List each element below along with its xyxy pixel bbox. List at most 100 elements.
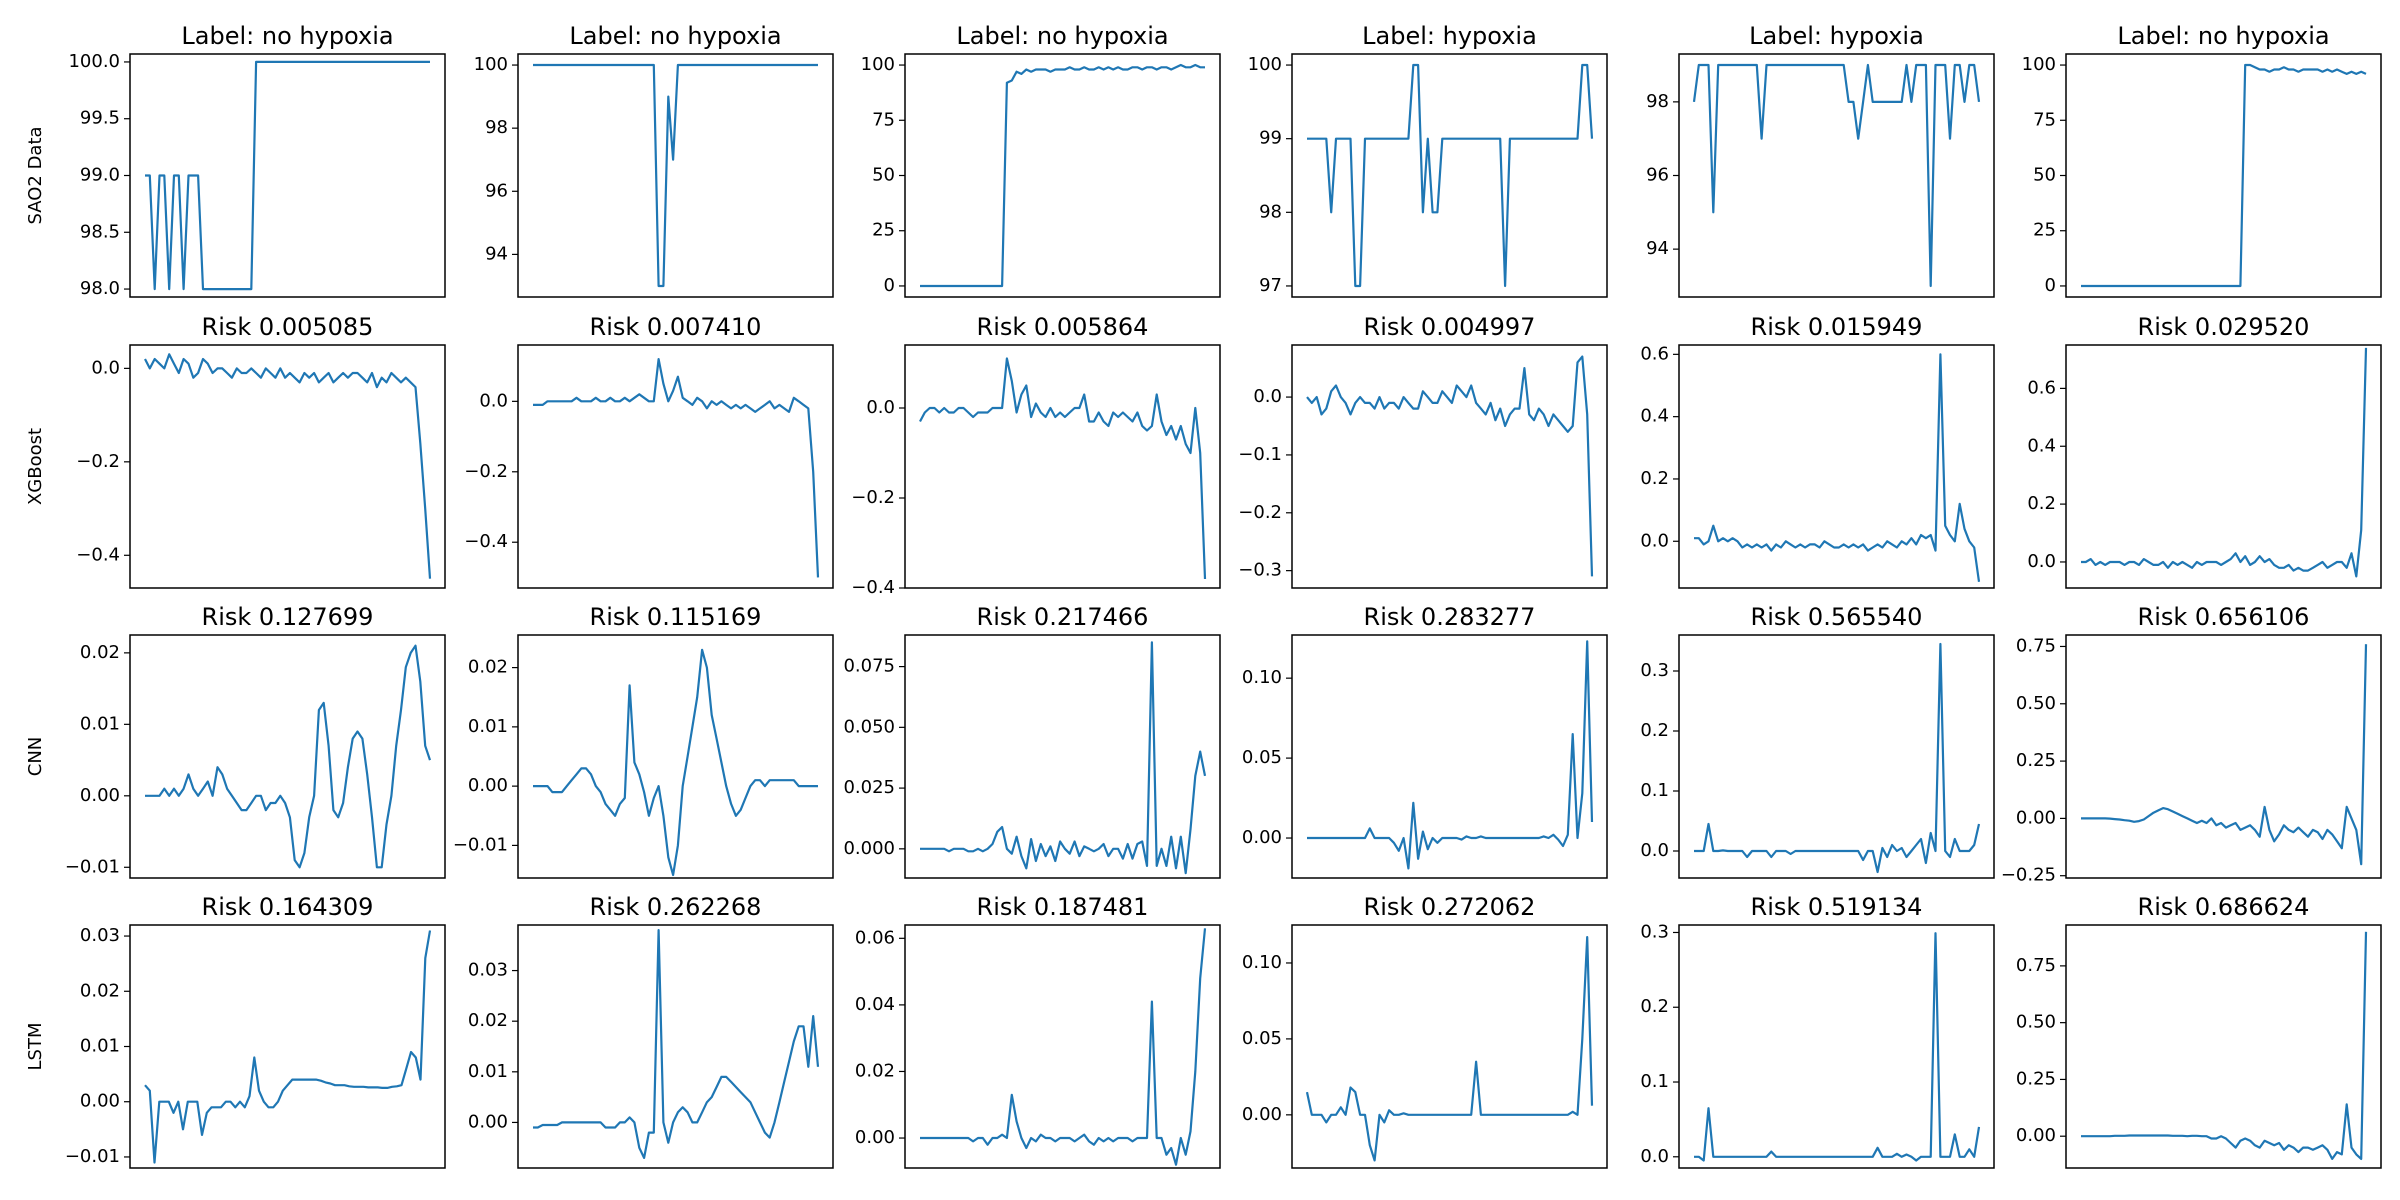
subplot-title: Risk 0.565540 (1751, 603, 1923, 631)
y-tick-label: 0.03 (468, 960, 508, 981)
subplot: Risk 0.029520 0.0 0.2 0.4 0.6 (2027, 313, 2382, 589)
subplot: Risk 0.686624 0.00 0.25 0.50 0.75 (2016, 893, 2382, 1169)
y-tick-label: 96 (485, 180, 508, 201)
series-line (533, 929, 820, 1159)
subplot-title: Risk 0.283277 (1364, 603, 1536, 631)
plot-frame (129, 344, 446, 589)
series-line (144, 353, 432, 579)
y-tick-label: 0.02 (468, 657, 508, 678)
y-tick-label: 0.03 (80, 925, 120, 946)
y-tick-label: 94 (1646, 238, 1669, 259)
y-tick-label: 0.00 (855, 1127, 895, 1148)
subplot: Label: no hypoxia 94 96 98 100 (474, 22, 834, 298)
series-line (920, 641, 1207, 875)
y-tick-label: 0.6 (1640, 343, 1669, 364)
y-tick-label: 0.00 (80, 1091, 120, 1112)
y-tick-label: 96 (1646, 165, 1669, 186)
plot-frame (1678, 344, 1995, 589)
y-tick-label: 98 (1646, 91, 1669, 112)
y-tick-label: 75 (872, 109, 895, 130)
y-tick-label: 0.075 (843, 656, 895, 677)
y-tick-label: 0.0 (91, 357, 120, 378)
y-tick-label: 100 (861, 54, 895, 75)
series-line (145, 60, 430, 291)
subplot-title: Risk 0.005085 (202, 313, 374, 341)
y-tick-label: 0.000 (843, 838, 895, 859)
series-line (533, 358, 820, 578)
subplot-title: Risk 0.004997 (1364, 313, 1536, 341)
plot-frame (129, 634, 446, 879)
subplot: Risk 0.283277 0.00 0.05 0.10 (1242, 603, 1608, 879)
plot-frame (517, 53, 834, 298)
y-tick-label: 99.5 (80, 108, 120, 129)
y-tick-label: 0.3 (1640, 921, 1669, 942)
y-tick-label: 0.04 (855, 994, 895, 1015)
subplot-title: Label: no hypoxia (181, 22, 393, 50)
y-tick-label: 0.1 (1640, 1071, 1669, 1092)
subplot: Risk 0.272062 0.00 0.05 0.10 (1242, 893, 1608, 1169)
y-tick-label: 0.05 (1242, 747, 1282, 768)
series-line (2081, 63, 2367, 288)
y-tick-label: 0.00 (80, 785, 120, 806)
subplot: Risk 0.015949 0.0 0.2 0.4 0.6 (1640, 313, 1995, 589)
y-tick-label: 0.050 (843, 716, 895, 737)
y-tick-label: 50 (872, 165, 895, 186)
y-tick-label: 0.02 (468, 1010, 508, 1031)
y-tick-label: 0.01 (468, 1061, 508, 1082)
y-tick-label: 25 (2033, 220, 2056, 241)
plot-frame (2065, 344, 2382, 589)
y-tick-label: 25 (872, 220, 895, 241)
y-tick-label: 0.02 (855, 1060, 895, 1081)
subplot: Label: hypoxia 97 98 99 100 (1248, 22, 1608, 298)
subplot: Risk 0.187481 0.00 0.02 0.04 0.06 (855, 893, 1221, 1169)
subplot: Risk 0.004997 −0.3 −0.2 −0.1 0.0 (1238, 313, 1608, 589)
series-line (145, 644, 432, 869)
y-tick-label: 100 (474, 54, 508, 75)
y-tick-label: −0.4 (464, 531, 508, 552)
subplot-title: Risk 0.272062 (1364, 893, 1536, 921)
y-tick-label: −0.01 (453, 834, 508, 855)
series-line (1692, 63, 1981, 288)
y-tick-label: 0.25 (2016, 750, 2056, 771)
y-tick-label: −0.3 (1238, 560, 1282, 581)
series-line (920, 63, 1205, 288)
series-line (919, 357, 1207, 580)
subplot-title: Risk 0.007410 (590, 313, 762, 341)
y-tick-label: 0.2 (2027, 493, 2056, 514)
plot-frame (904, 344, 1221, 589)
series-line (1694, 932, 1981, 1162)
subplot: Label: no hypoxia 98.0 98.5 99.0 99.5 100.0 (68, 22, 446, 299)
y-tick-label: 0 (884, 275, 895, 296)
subplot-title: Risk 0.127699 (202, 603, 374, 631)
y-tick-label: 0.3 (1640, 660, 1669, 681)
subplot-title: Risk 0.005864 (977, 313, 1149, 341)
plot-frame (1291, 344, 1608, 589)
y-tick-label: 0.25 (2016, 1068, 2056, 1089)
series-line (1307, 640, 1594, 870)
subplot: Label: hypoxia 94 96 98 (1646, 22, 1995, 298)
y-tick-label: −0.2 (464, 461, 508, 482)
y-tick-label: 0.02 (80, 642, 120, 663)
y-tick-label: 0.50 (2016, 1012, 2056, 1033)
y-tick-label: 0.06 (855, 927, 895, 948)
y-tick-label: 94 (485, 243, 508, 264)
y-tick-label: −0.2 (76, 451, 120, 472)
subplot: Risk 0.565540 0.0 0.1 0.2 0.3 (1640, 603, 1995, 879)
y-tick-label: 0.2 (1640, 996, 1669, 1017)
y-tick-label: 0.50 (2016, 693, 2056, 714)
row-label: XGBoost (25, 428, 46, 505)
y-tick-label: 0.00 (1242, 1104, 1282, 1125)
y-tick-label: 0 (2045, 275, 2056, 296)
subplot-title: Label: no hypoxia (956, 22, 1168, 50)
subplot: Risk 0.007410 −0.4 −0.2 0.0 (464, 313, 834, 589)
series-line (144, 930, 432, 1164)
y-tick-label: 98.0 (80, 278, 120, 299)
y-tick-label: 0.0 (866, 397, 895, 418)
plot-frame (2065, 924, 2382, 1169)
subplot-title: Label: no hypoxia (569, 22, 781, 50)
plot-frame (129, 53, 446, 298)
y-tick-label: 98.5 (80, 221, 120, 242)
y-tick-label: 0.10 (1242, 667, 1282, 688)
plot-frame (904, 924, 1221, 1169)
y-tick-label: 75 (2033, 109, 2056, 130)
